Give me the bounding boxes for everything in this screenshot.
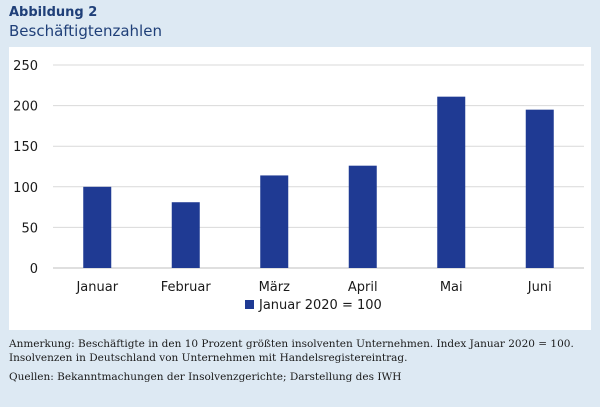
chart-remark: Anmerkung: Beschäftigte in den 10 Prozen… — [9, 338, 574, 364]
y-tick-label: 250 — [13, 59, 38, 74]
x-tick-label: Februar — [161, 280, 212, 295]
bar — [437, 96, 466, 268]
bar-chart: 0 50 100 150 200 250 Januar Februar März April Mai… — [13, 59, 584, 313]
legend-swatch — [245, 300, 254, 309]
bar — [525, 109, 554, 268]
figure-title: Beschäftigtenzahlen — [9, 22, 162, 40]
x-tick-label: Mai — [440, 280, 463, 295]
y-tick-label: 100 — [13, 181, 38, 196]
figure-label: Abbildung 2 — [9, 5, 98, 20]
y-tick-label: 0 — [30, 262, 38, 277]
bar — [83, 186, 112, 268]
x-tick-label: Juni — [527, 280, 552, 295]
chart-panel: 0 50 100 150 200 250 Januar Februar März April Mai… — [9, 47, 591, 330]
y-tick-label: 50 — [21, 221, 38, 236]
x-tick-label: März — [259, 280, 291, 295]
y-tick-label: 200 — [13, 100, 38, 115]
chart-sources: Quellen: Bekanntmachungen der Insolvenzg… — [9, 371, 402, 383]
y-tick-label: 150 — [13, 140, 38, 155]
x-tick-label: April — [348, 280, 378, 295]
bar — [348, 165, 377, 268]
x-tick-label: Januar — [75, 280, 118, 295]
legend-label: Januar 2020 = 100 — [258, 298, 382, 313]
bar — [260, 175, 289, 268]
bar — [171, 202, 200, 268]
